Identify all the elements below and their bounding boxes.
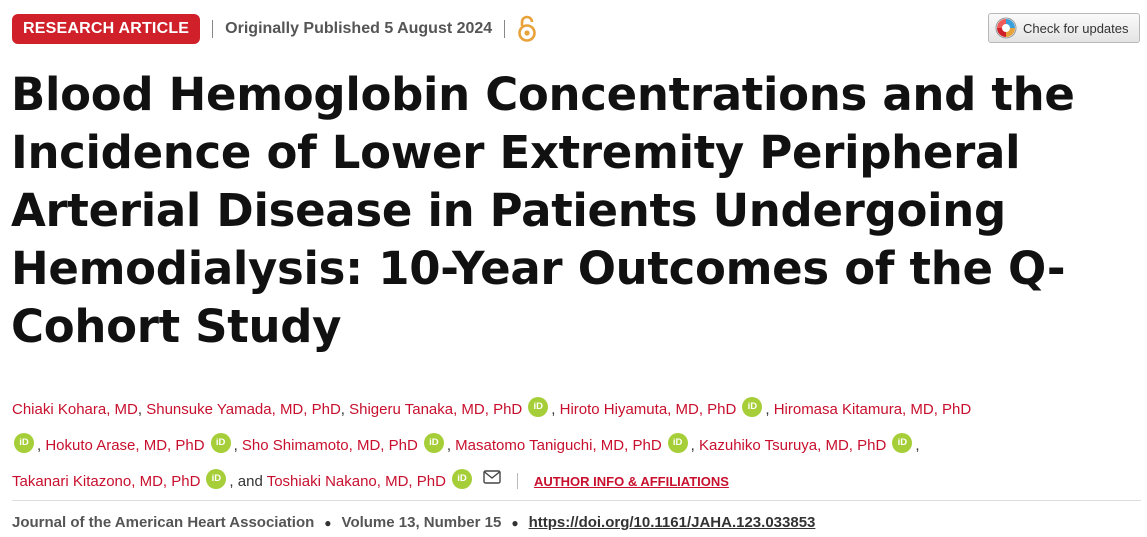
author-link[interactable]: Takanari Kitazono, MD, PhD: [12, 473, 201, 490]
crossmark-icon: [995, 17, 1017, 39]
orcid-icon[interactable]: iD: [14, 433, 34, 453]
volume-issue: Volume 13, Number 15: [341, 514, 502, 531]
author-info-affiliations-link[interactable]: AUTHOR INFO & AFFILIATIONS: [533, 474, 729, 489]
author-link[interactable]: Toshiaki Nakano, MD, PhD: [266, 473, 446, 490]
and-text: and: [237, 473, 263, 490]
author-link[interactable]: Hokuto Arase, MD, PhD: [45, 437, 205, 454]
bullet-separator: ●: [511, 515, 519, 530]
author-link[interactable]: Chiaki Kohara, MD: [12, 401, 138, 418]
mail-icon[interactable]: [483, 470, 501, 484]
author-list: Chiaki Kohara, MD, Shunsuke Yamada, MD, …: [12, 392, 1142, 500]
author-link[interactable]: Shunsuke Yamada, MD, PhD: [146, 401, 341, 418]
publication-date: Originally Published 5 August 2024: [225, 20, 493, 37]
open-access-icon: [518, 15, 537, 42]
divider: [504, 20, 506, 38]
author-link[interactable]: Shigeru Tanaka, MD, PhD: [349, 401, 523, 418]
doi-link[interactable]: https://doi.org/10.1161/JAHA.123.033853: [528, 514, 816, 531]
divider: [212, 20, 214, 38]
check-for-updates-button[interactable]: Check for updates: [988, 13, 1140, 43]
author-link[interactable]: Kazuhiko Tsuruya, MD, PhD: [699, 437, 887, 454]
author-link[interactable]: Hiromasa Kitamura, MD, PhD: [773, 401, 972, 418]
orcid-icon[interactable]: iD: [667, 433, 688, 453]
orcid-icon[interactable]: iD: [892, 433, 913, 453]
article-title: Blood Hemoglobin Concentrations and the …: [11, 68, 1075, 353]
bullet-separator: ●: [324, 515, 332, 530]
article-header-bar: RESEARCH ARTICLE Originally Published 5 …: [12, 14, 537, 44]
divider: [12, 500, 1141, 501]
divider: [516, 473, 518, 489]
orcid-icon[interactable]: iD: [206, 469, 227, 489]
orcid-icon[interactable]: iD: [210, 433, 231, 453]
orcid-icon[interactable]: iD: [423, 433, 444, 453]
orcid-icon[interactable]: iD: [742, 397, 763, 417]
citation-line: Journal of the American Heart Associatio…: [12, 514, 815, 531]
article-type-badge: RESEARCH ARTICLE: [12, 14, 201, 44]
orcid-icon[interactable]: iD: [451, 469, 472, 489]
journal-name: Journal of the American Heart Associatio…: [12, 514, 315, 531]
orcid-icon[interactable]: iD: [528, 397, 549, 417]
author-link[interactable]: Hiroto Hiyamuta, MD, PhD: [559, 401, 737, 418]
check-for-updates-label: Check for updates: [1023, 20, 1129, 36]
author-link[interactable]: Masatomo Taniguchi, MD, PhD: [455, 437, 662, 454]
author-link[interactable]: Sho Shimamoto, MD, PhD: [241, 437, 418, 454]
